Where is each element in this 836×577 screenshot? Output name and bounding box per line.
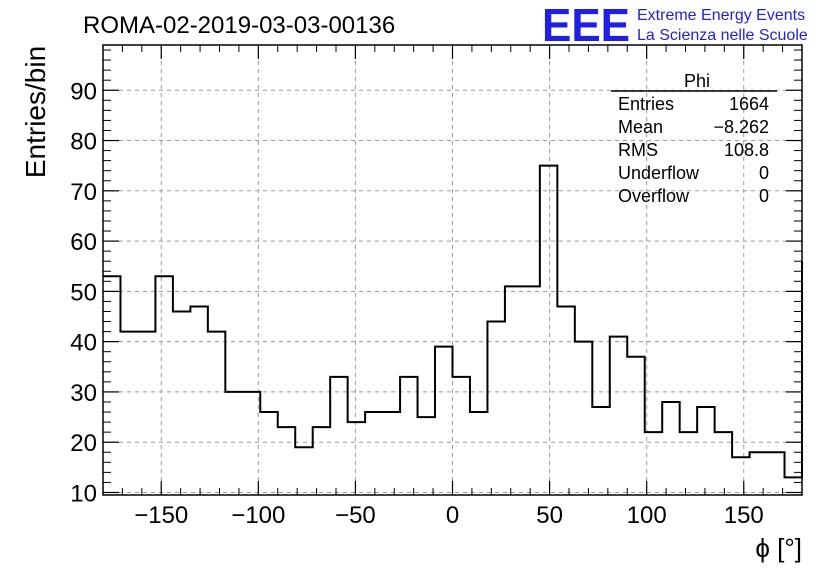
stats-value: 108.8 (724, 140, 769, 160)
histogram-series (103, 164, 803, 479)
x-tick-label: −150 (134, 502, 188, 529)
stats-value: −8.262 (713, 117, 769, 137)
y-tick-label: 30 (70, 380, 97, 407)
y-tick-label: 70 (70, 179, 97, 206)
x-tick-label: −100 (231, 502, 285, 529)
chart-title: ROMA-02-2019-03-03-00136 (83, 12, 395, 39)
eee-logo-mark: EEE (542, 0, 630, 51)
x-tick-label: 150 (724, 502, 764, 529)
stats-label: Entries (618, 94, 674, 114)
y-tick-label: 90 (70, 78, 97, 105)
stats-box: Phi Entries 1664 Mean −8.262 RMS 108.8 Underfl… (611, 71, 777, 206)
axes: −150 −100 −50 0 50 100 150 10 20 30 40 50 60 70 80 90 (70, 44, 803, 529)
x-axis-label: ϕ [°] (755, 533, 802, 563)
y-tick-label: 60 (70, 229, 97, 256)
eee-logo: EEE Extreme Energy Events La Scienza nel… (542, 0, 808, 51)
y-tick-label: 80 (70, 129, 97, 156)
y-axis-label: Entries/bin (20, 46, 51, 178)
stats-label: Mean (618, 117, 663, 137)
stats-value: 0 (759, 186, 769, 206)
grid (103, 45, 802, 495)
x-tick-label: 100 (627, 502, 667, 529)
stats-value: 1664 (729, 94, 769, 114)
stats-title: Phi (684, 71, 710, 91)
stats-label: Overflow (618, 186, 690, 206)
y-tick-label: 40 (70, 330, 97, 357)
stats-label: RMS (618, 140, 658, 160)
x-tick-label: 50 (536, 502, 563, 529)
x-tick-label: −50 (335, 502, 376, 529)
stats-label: Underflow (618, 163, 700, 183)
logo-line-1: Extreme Energy Events (637, 7, 805, 24)
histogram-line (103, 164, 803, 479)
stats-value: 0 (759, 163, 769, 183)
logo-line-2: La Scienza nelle Scuole (637, 27, 808, 44)
y-tick-label: 10 (70, 480, 97, 507)
y-tick-label: 20 (70, 430, 97, 457)
x-tick-label: 0 (446, 502, 459, 529)
y-tick-label: 50 (70, 279, 97, 306)
